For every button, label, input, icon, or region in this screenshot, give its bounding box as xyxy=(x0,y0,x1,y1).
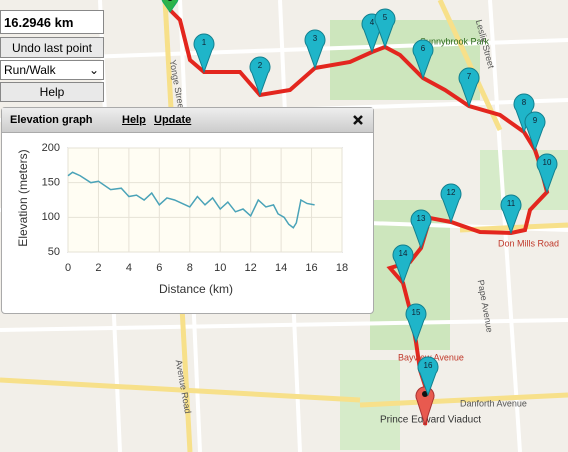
marker-pin xyxy=(440,183,462,224)
marker-pin xyxy=(412,39,434,80)
marker-pin xyxy=(458,67,480,108)
x-tick-label: 2 xyxy=(95,262,101,274)
marker-pin xyxy=(524,111,546,152)
undo-button[interactable]: Undo last point xyxy=(0,37,104,58)
x-tick-label: 0 xyxy=(65,262,71,274)
marker-label: 11 xyxy=(507,199,516,208)
mode-value: Run/Walk xyxy=(4,63,56,77)
y-tick-label: 100 xyxy=(42,211,60,223)
street-label: Pape Avenue xyxy=(476,279,495,333)
marker-label: 3 xyxy=(313,34,318,43)
marker-pin xyxy=(417,356,439,397)
marker-label: 13 xyxy=(417,214,426,223)
x-tick-label: 4 xyxy=(126,262,132,274)
place-label: Prince Edward Viaduct xyxy=(380,415,481,426)
distance-box: 16.2946 km xyxy=(0,10,104,34)
help-link[interactable]: Help xyxy=(122,114,146,126)
marker-label: 6 xyxy=(421,44,426,53)
plot-area xyxy=(67,147,343,253)
marker-pin xyxy=(304,29,326,70)
marker-label: 14 xyxy=(399,249,408,258)
marker-label: 12 xyxy=(447,188,456,197)
marker-pin xyxy=(374,8,396,49)
street-label: Don Mills Road xyxy=(498,238,559,248)
start-pin xyxy=(161,0,179,13)
marker-label: 1 xyxy=(202,38,207,47)
marker-label: 10 xyxy=(543,158,552,167)
dropdown-arrow: ⌄ xyxy=(88,63,99,77)
x-axis-title: Distance (km) xyxy=(159,282,233,296)
x-tick-label: 6 xyxy=(156,262,162,274)
x-tick-label: 14 xyxy=(275,262,287,274)
marker-label: 4 xyxy=(370,18,375,27)
marker-pin xyxy=(513,93,535,134)
y-tick-label: 150 xyxy=(42,177,60,189)
marker-label: 8 xyxy=(522,98,527,107)
y-axis-title: Elevation (meters) xyxy=(16,149,30,246)
marker-pin xyxy=(405,303,427,344)
marker-pin xyxy=(193,33,215,74)
marker-label: 2 xyxy=(258,61,263,70)
y-tick-label: 50 xyxy=(48,246,60,258)
x-tick-label: 18 xyxy=(336,262,348,274)
marker-label: 9 xyxy=(533,116,538,125)
x-tick-label: 16 xyxy=(305,262,317,274)
marker-label: 5 xyxy=(383,13,388,22)
marker-pin xyxy=(392,244,414,285)
elevation-chart: Distance (km) Elevation (meters) 5010015… xyxy=(16,142,348,296)
elevation-line xyxy=(67,171,315,229)
x-tick-label: 10 xyxy=(214,262,226,274)
help-button[interactable]: Help xyxy=(0,82,104,102)
marker-pin xyxy=(536,153,558,194)
park-label: Sunnybrook Park xyxy=(420,36,490,46)
close-button[interactable] xyxy=(353,115,363,125)
street-label: Avenue Road xyxy=(174,359,193,414)
marker-label: 16 xyxy=(424,361,433,370)
mode-select[interactable]: Run/Walk ⌄ xyxy=(0,60,104,80)
marker-pin xyxy=(249,56,271,97)
panel-title: Elevation graph xyxy=(10,114,93,126)
y-tick-label: 200 xyxy=(42,142,60,154)
street-label: Danforth Avenue xyxy=(460,398,527,408)
x-tick-label: 8 xyxy=(187,262,193,274)
x-tick-label: 12 xyxy=(245,262,257,274)
marker-label: 15 xyxy=(412,308,421,317)
panel-header: Elevation graph Help Update xyxy=(2,108,373,133)
marker-pin xyxy=(410,209,432,250)
marker-pin xyxy=(500,194,522,235)
marker-label: 7 xyxy=(467,72,472,81)
update-link[interactable]: Update xyxy=(154,114,192,126)
